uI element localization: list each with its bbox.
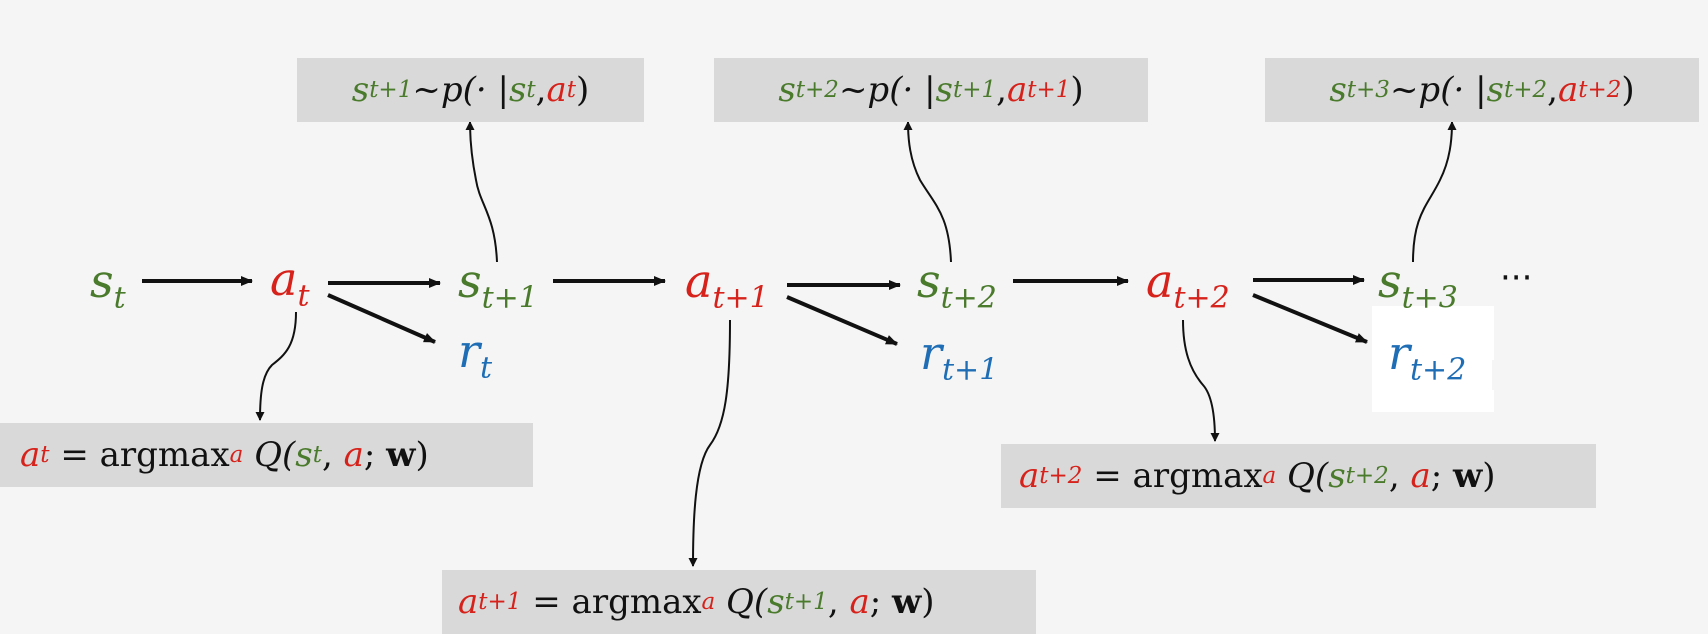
node-s-t2: st+2 <box>917 254 997 316</box>
curve-st3-to-box3 <box>1412 121 1457 263</box>
ellipsis: ··· <box>1500 258 1533 298</box>
node-r-t1: rt+1 <box>920 326 999 388</box>
node-a-t1: at+1 <box>685 254 769 316</box>
node-s-t1: st+1 <box>458 254 538 316</box>
node-a-t: at <box>270 252 310 314</box>
curve-st2-to-box2 <box>903 121 952 263</box>
transition-box-3: s t+3 ~p(· | s t+2 , a t+2 ) <box>1265 58 1699 122</box>
transition-box-2: s t+2 ~p(· | s t+1 , a t+1 ) <box>714 58 1148 122</box>
node-s-t: st <box>90 254 126 316</box>
node-r-t2: rt+2 <box>1388 326 1467 388</box>
arrow-at-to-rt <box>327 293 436 344</box>
background-patch-edge <box>1492 360 1516 390</box>
curve-at2-to-policy3 <box>1182 319 1220 442</box>
policy-box-3: a t+2 = argmax a Q( s t+2 , a ; w ) <box>1001 444 1596 508</box>
curve-at1-to-policy2 <box>688 319 731 567</box>
arrow-at2-to-rt2 <box>1252 293 1368 344</box>
curve-at-to-policy1 <box>255 311 297 421</box>
node-s-t3: st+3 <box>1378 254 1458 316</box>
node-a-t2: at+2 <box>1146 254 1230 316</box>
curve-st1-to-box1 <box>465 121 498 263</box>
arrow-at1-to-rt1 <box>786 295 898 346</box>
background-patch <box>1372 306 1494 412</box>
node-r-t: rt <box>458 324 493 386</box>
policy-box-2: a t+1 = argmax a Q( s t+1 , a ; w ) <box>442 570 1036 634</box>
